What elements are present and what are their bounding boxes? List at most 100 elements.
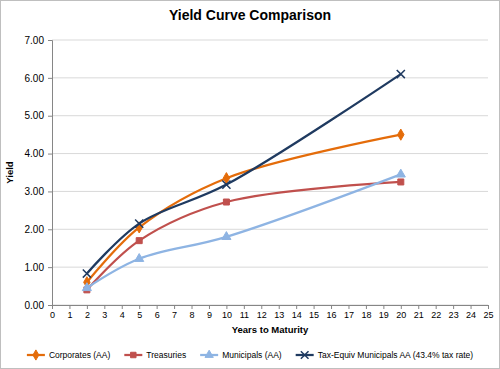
y-tick-mark: [48, 40, 52, 41]
x-tick: 12: [257, 305, 267, 320]
y-tick-label: 4.00: [25, 148, 45, 159]
series-line: [87, 74, 401, 274]
y-tick-label: 5.00: [25, 110, 45, 121]
y-tick: 7.00: [25, 35, 52, 46]
x-tick-label: 10: [222, 310, 232, 320]
y-axis-title: Yield: [4, 161, 15, 184]
x-tick: 16: [327, 305, 337, 320]
y-tick-mark: [48, 78, 52, 79]
series-line: [87, 182, 401, 290]
legend-marker: [205, 350, 213, 357]
x-tick: 3: [102, 305, 107, 320]
x-tick-label: 15: [309, 310, 319, 320]
x-tick-mark: [69, 305, 70, 309]
data-point: [223, 199, 229, 205]
x-tick-label: 24: [466, 310, 476, 320]
grid-line: [52, 229, 488, 230]
x-tick-label: 21: [414, 310, 424, 320]
x-tick-mark: [226, 305, 227, 309]
x-tick: 23: [449, 305, 459, 320]
x-tick-mark: [314, 305, 315, 309]
x-tick: 11: [240, 305, 249, 320]
grid-line: [52, 191, 488, 192]
x-tick-mark: [157, 305, 158, 309]
x-tick-label: 23: [449, 310, 459, 320]
x-tick: 13: [274, 305, 284, 320]
y-tick-label: 6.00: [25, 73, 45, 84]
x-tick: 8: [190, 305, 195, 320]
x-axis: 0123456789101112131415161718192021222324…: [50, 305, 494, 320]
x-tick: 24: [466, 305, 476, 320]
y-tick-mark: [48, 154, 52, 155]
x-axis-line: [53, 306, 489, 310]
x-tick-label: 14: [292, 310, 302, 320]
chart-title: Yield Curve Comparison: [169, 7, 331, 23]
x-tick-mark: [401, 305, 402, 309]
x-tick: 9: [207, 305, 212, 320]
x-tick-label: 17: [344, 310, 354, 320]
data-point: [135, 254, 144, 262]
y-axis: 0.00 1.00 2.00 3.00 4.00 5.00 6.00 7.00: [25, 35, 53, 311]
legend-entry: Municipals (AA): [200, 350, 282, 360]
y-tick-mark: [48, 305, 52, 306]
x-tick-mark: [192, 305, 193, 309]
legend-label: Treasuries: [146, 350, 186, 360]
x-tick-mark: [261, 305, 262, 309]
data-point: [396, 169, 405, 177]
x-tick-mark: [139, 305, 140, 309]
x-tick-mark: [348, 305, 349, 309]
data-point: [135, 220, 143, 228]
x-tick-mark: [87, 305, 88, 309]
x-tick: 19: [379, 305, 389, 320]
x-tick-mark: [436, 305, 437, 309]
legend-marker: [301, 351, 309, 359]
y-tick: 4.00: [25, 148, 52, 159]
x-tick: 2: [85, 305, 90, 320]
y-tick-mark: [48, 229, 52, 230]
grid-line: [52, 115, 488, 116]
y-tick-mark: [48, 191, 52, 192]
x-tick-label: 3: [102, 310, 107, 320]
y-tick-label: 7.00: [25, 35, 45, 46]
data-point: [397, 70, 405, 78]
legend-label: Corporates (AA): [49, 350, 111, 360]
x-tick: 14: [292, 305, 302, 320]
x-tick-label: 9: [207, 310, 212, 320]
x-tick-label: 2: [85, 310, 90, 320]
x-tick-label: 22: [431, 310, 441, 320]
x-tick-label: 0: [50, 310, 55, 320]
x-tick-label: 5: [137, 310, 142, 320]
y-tick: 0.00: [25, 300, 52, 311]
x-tick-mark: [279, 305, 280, 309]
x-tick-mark: [366, 305, 367, 309]
data-point: [222, 232, 231, 240]
legend: Corporates (AA) Treasuries Municipals (AA)…: [27, 350, 473, 360]
x-axis-title: Years to Maturity: [232, 324, 309, 335]
x-tick: 6: [155, 305, 160, 320]
x-tick: 20: [396, 305, 406, 320]
y-tick-label: 3.00: [25, 186, 45, 197]
x-tick-mark: [296, 305, 297, 309]
grid-line: [52, 77, 488, 78]
legend-entry: Treasuries: [124, 350, 186, 360]
x-tick: 22: [431, 305, 441, 320]
x-tick-mark: [122, 305, 123, 309]
legend-entry: Tax-Equiv Municipals AA (43.4% tax rate): [296, 350, 474, 360]
x-tick-mark: [104, 305, 105, 309]
x-tick-label: 19: [379, 310, 389, 320]
legend-label: Tax-Equiv Municipals AA (43.4% tax rate): [318, 350, 474, 360]
x-tick-mark: [488, 305, 489, 309]
y-axis-line: [48, 41, 53, 306]
x-tick-label: 20: [396, 310, 406, 320]
y-tick: 1.00: [25, 262, 52, 273]
x-tick-mark: [244, 305, 245, 309]
legend-marker: [33, 350, 39, 360]
x-tick-mark: [453, 305, 454, 309]
x-tick: 10: [222, 305, 232, 320]
x-tick-mark: [174, 305, 175, 309]
x-tick: 4: [120, 305, 125, 320]
grid-line: [52, 267, 488, 268]
y-tick: 3.00: [25, 186, 52, 197]
y-tick-mark: [48, 116, 52, 117]
y-tick-label: 2.00: [25, 224, 45, 235]
